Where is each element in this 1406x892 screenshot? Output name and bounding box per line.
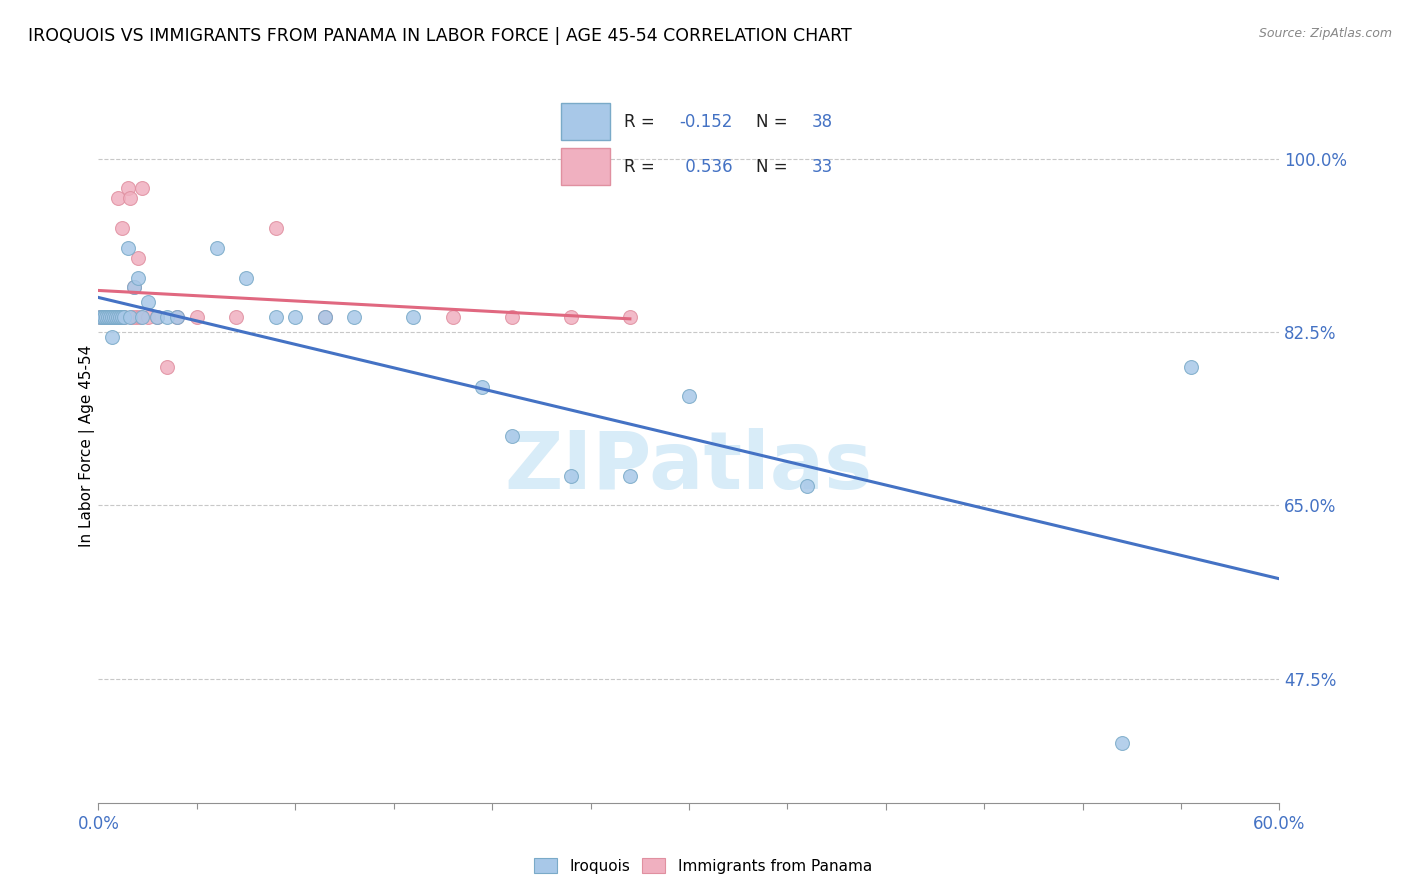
Point	[205, 241, 228, 255]
Point	[112, 310, 135, 325]
Point	[93, 310, 115, 325]
Point	[101, 310, 124, 325]
Point	[501, 429, 523, 443]
Point	[186, 310, 208, 325]
Point	[402, 310, 425, 325]
Point	[441, 310, 464, 325]
Point	[796, 478, 818, 492]
Point	[96, 310, 118, 325]
Point	[118, 310, 141, 325]
Point	[560, 310, 582, 325]
Point	[93, 310, 115, 325]
Point	[97, 310, 120, 325]
Point	[166, 310, 188, 325]
Point	[117, 181, 139, 195]
Point	[225, 310, 247, 325]
Point	[101, 330, 124, 344]
Point	[127, 270, 149, 285]
Point	[108, 310, 131, 325]
Point	[146, 310, 169, 325]
Point	[136, 310, 159, 325]
Point	[107, 191, 129, 205]
Point	[105, 310, 128, 325]
Point	[156, 310, 179, 325]
Point	[314, 310, 336, 325]
Point	[264, 310, 287, 325]
Point	[101, 310, 124, 325]
Point	[96, 310, 118, 325]
Point	[146, 310, 169, 325]
Point	[122, 280, 145, 294]
Point	[136, 295, 159, 310]
Point	[111, 221, 134, 235]
Point	[471, 379, 494, 393]
Point	[1180, 359, 1202, 374]
Text: ZIPatlas: ZIPatlas	[505, 428, 873, 507]
Point	[98, 310, 121, 325]
Point	[111, 310, 134, 325]
Point	[112, 310, 135, 325]
Point	[91, 310, 114, 325]
Point	[89, 310, 111, 325]
Point	[619, 468, 641, 483]
Point	[127, 251, 149, 265]
Point	[107, 310, 129, 325]
Point	[166, 310, 188, 325]
Point	[118, 191, 141, 205]
Point	[619, 310, 641, 325]
Point	[1111, 736, 1133, 750]
Point	[97, 310, 120, 325]
Point	[156, 359, 179, 374]
Point	[103, 310, 125, 325]
Point	[121, 310, 143, 325]
Point	[108, 310, 131, 325]
Point	[128, 310, 150, 325]
Point	[131, 310, 153, 325]
Point	[343, 310, 366, 325]
Point	[89, 310, 111, 325]
Point	[105, 310, 128, 325]
Point	[117, 241, 139, 255]
Point	[560, 468, 582, 483]
Point	[264, 221, 287, 235]
Point	[131, 181, 153, 195]
Text: Source: ZipAtlas.com: Source: ZipAtlas.com	[1258, 27, 1392, 40]
Point	[125, 310, 148, 325]
Point	[235, 270, 257, 285]
Point	[122, 280, 145, 294]
Point	[501, 310, 523, 325]
Y-axis label: In Labor Force | Age 45-54: In Labor Force | Age 45-54	[79, 345, 96, 547]
Text: IROQUOIS VS IMMIGRANTS FROM PANAMA IN LABOR FORCE | AGE 45-54 CORRELATION CHART: IROQUOIS VS IMMIGRANTS FROM PANAMA IN LA…	[28, 27, 852, 45]
Point	[284, 310, 307, 325]
Point	[103, 310, 125, 325]
Point	[314, 310, 336, 325]
Point	[91, 310, 114, 325]
Point	[678, 389, 700, 403]
Point	[98, 310, 121, 325]
Legend: Iroquois, Immigrants from Panama: Iroquois, Immigrants from Panama	[529, 852, 877, 880]
